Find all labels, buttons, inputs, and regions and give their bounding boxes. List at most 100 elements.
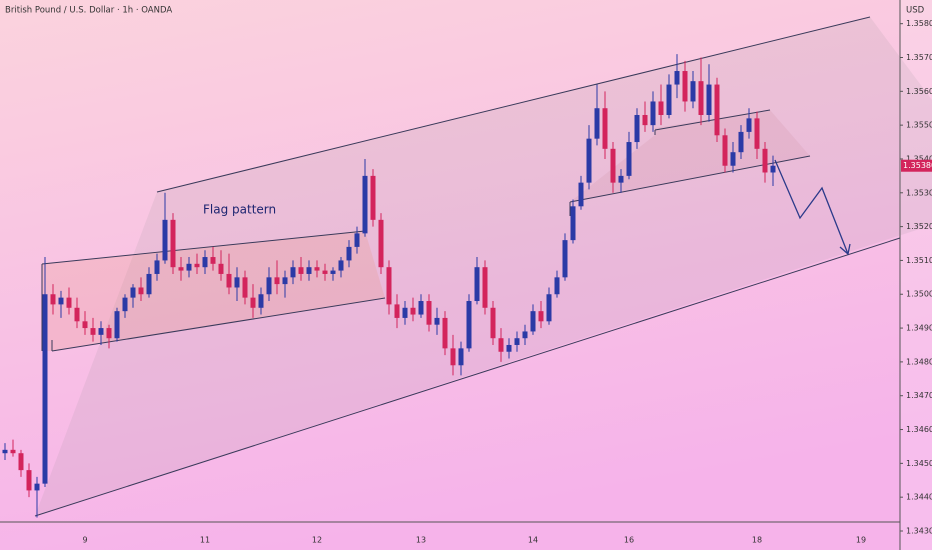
x-tick-label: 12 — [312, 536, 322, 545]
candle-body — [498, 338, 504, 352]
candle-body — [306, 267, 312, 274]
y-tick-label: 1.34700 — [906, 391, 932, 400]
last-price-box — [901, 159, 932, 172]
y-tick-label: 1.34500 — [906, 459, 932, 468]
candle-body — [666, 84, 672, 115]
y-tick-label: 1.35100 — [906, 256, 932, 265]
y-tick-label: 1.34400 — [906, 493, 932, 502]
candle-body — [34, 483, 40, 491]
candle-body — [26, 470, 32, 491]
candle-body — [122, 297, 128, 312]
y-tick-label: 1.34800 — [906, 357, 932, 366]
candle-body — [642, 114, 648, 126]
candle-body — [754, 118, 760, 149]
channel-lower — [34, 237, 901, 517]
candle-body — [770, 165, 776, 173]
candle-body — [474, 267, 480, 302]
candle-body — [226, 273, 232, 288]
y-tick-label: 1.34600 — [906, 425, 932, 434]
arrow-head — [839, 243, 851, 256]
y-tick-label: 1.35000 — [906, 290, 932, 299]
candle-body — [90, 328, 96, 335]
candle-body — [610, 148, 616, 183]
candle-body — [426, 301, 432, 325]
candle-body — [354, 233, 360, 247]
y-axis-label: USD — [906, 6, 925, 16]
candle-body — [626, 142, 632, 176]
chart-title: British Pound / U.S. Dollar · 1h · OANDA — [5, 6, 172, 16]
candle-body — [2, 449, 8, 454]
candle-body — [466, 301, 472, 349]
candle-body — [146, 273, 152, 295]
y-tick-label: 1.34300 — [906, 527, 932, 536]
candle-body — [130, 287, 136, 298]
candle-body — [522, 331, 528, 339]
candle-body — [194, 263, 200, 268]
candle-body — [538, 311, 544, 322]
x-tick-label: 13 — [416, 536, 426, 545]
candle-body — [546, 294, 552, 322]
candle-body — [74, 307, 80, 322]
candle-body — [114, 311, 120, 339]
candle-body — [266, 277, 272, 295]
candle-body — [762, 148, 768, 173]
candle-body — [490, 307, 496, 339]
candle-body — [418, 301, 424, 315]
last-price-label: 1.35380 — [903, 161, 932, 170]
channel-fill — [35, 17, 932, 516]
candle-body — [234, 277, 240, 288]
candle-body — [98, 328, 104, 335]
candle-body — [618, 175, 624, 183]
y-tick-label: 1.35600 — [906, 87, 932, 96]
candle-body — [186, 263, 192, 271]
candle-body — [738, 131, 744, 153]
candle-body — [514, 338, 520, 345]
candle-body — [386, 267, 392, 305]
candle-body — [674, 71, 680, 85]
candle-body — [58, 297, 64, 305]
candles — [2, 54, 776, 518]
candle-body — [722, 135, 728, 166]
candle-body — [338, 260, 344, 271]
candle-body — [682, 71, 688, 102]
candle-body — [698, 81, 704, 115]
candle-body — [202, 257, 208, 268]
candle-body — [138, 287, 144, 295]
flag-upper — [41, 230, 366, 265]
candle-body — [370, 175, 376, 220]
candle-body — [690, 81, 696, 102]
candle-body — [730, 152, 736, 166]
flag-lower — [51, 297, 386, 352]
candle-body — [210, 257, 216, 264]
y-tick-label: 1.35800 — [906, 19, 932, 28]
candle-body — [650, 101, 656, 126]
candle-body — [458, 348, 464, 366]
candle-body — [18, 453, 24, 471]
candle-body — [434, 317, 440, 325]
candle-body — [442, 317, 448, 349]
candle-body — [594, 108, 600, 139]
candle-body — [258, 294, 264, 308]
candle-body — [378, 219, 384, 268]
flag-fill — [42, 231, 385, 351]
candle-body — [330, 270, 336, 274]
candle-body — [394, 304, 400, 318]
candle-body — [82, 321, 88, 329]
x-tick-label: 19 — [856, 536, 866, 545]
x-tick-label: 18 — [752, 536, 762, 545]
candle-body — [282, 277, 288, 285]
candle-body — [362, 175, 368, 234]
x-tick-label: 16 — [624, 536, 634, 545]
candle-body — [66, 297, 72, 308]
candle-body — [450, 348, 456, 366]
y-tick-label: 1.35400 — [906, 154, 932, 163]
y-tick-label: 1.34900 — [906, 324, 932, 333]
candle-body — [402, 307, 408, 318]
candle-body — [314, 267, 320, 271]
candle-body — [570, 206, 576, 241]
channel-upper — [156, 16, 871, 193]
y-tick-label: 1.35200 — [906, 222, 932, 231]
candle-body — [706, 84, 712, 115]
